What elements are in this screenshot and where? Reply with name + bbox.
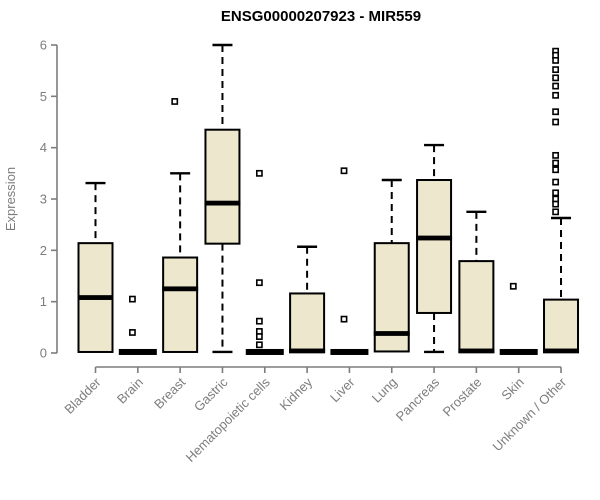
box-group-hematopoietic-cells bbox=[245, 169, 284, 355]
x-axis-label-breast: Breast bbox=[151, 374, 188, 411]
iqr-box bbox=[162, 256, 199, 353]
box-group-gastric bbox=[204, 43, 241, 354]
x-axis-label-prostate: Prostate bbox=[440, 375, 485, 420]
outlier-point bbox=[552, 178, 560, 186]
median-line bbox=[416, 235, 453, 241]
iqr-box bbox=[543, 298, 580, 353]
outlier-point bbox=[509, 282, 517, 290]
iqr-box bbox=[204, 128, 241, 245]
outlier-point bbox=[129, 329, 136, 336]
outlier-point bbox=[171, 98, 179, 105]
box-group-brain bbox=[118, 295, 157, 355]
outlier-point bbox=[340, 315, 348, 323]
x-axis-label-kidney: Kidney bbox=[277, 374, 316, 413]
box-group-unknown-other bbox=[543, 47, 580, 354]
iqr-box bbox=[289, 292, 326, 353]
x-axis-label-unknown-other: Unknown / Other bbox=[490, 374, 570, 454]
median-line bbox=[289, 348, 326, 354]
median-line bbox=[245, 348, 284, 355]
outlier-point bbox=[552, 82, 560, 90]
box-group-lung bbox=[373, 178, 410, 353]
outlier-point bbox=[552, 189, 560, 197]
median-line bbox=[330, 348, 369, 355]
outlier-point bbox=[552, 159, 560, 167]
box-group-breast bbox=[162, 98, 199, 353]
y-tick-label: 0 bbox=[40, 346, 47, 361]
box-group-pancreas bbox=[416, 143, 453, 354]
x-axis-label-bladder: Bladder bbox=[61, 374, 104, 417]
outlier-point bbox=[129, 295, 136, 303]
median-line bbox=[543, 348, 580, 354]
outlier-point bbox=[552, 208, 560, 216]
y-tick-label: 1 bbox=[40, 294, 47, 309]
outlier-point bbox=[255, 341, 263, 349]
chart-title: ENSG00000207923 - MIR559 bbox=[221, 8, 421, 25]
median-line bbox=[77, 295, 114, 300]
y-axis-title: Expression bbox=[3, 167, 18, 231]
median-line bbox=[204, 200, 241, 206]
y-tick-label: 3 bbox=[40, 192, 47, 207]
outlier-point bbox=[552, 118, 560, 126]
box-group-prostate bbox=[458, 210, 495, 354]
x-axis-label-skin: Skin bbox=[498, 375, 526, 403]
x-axis-label-brain: Brain bbox=[114, 375, 146, 407]
outlier-point bbox=[552, 151, 560, 159]
outlier-point bbox=[552, 91, 560, 99]
boxes bbox=[77, 43, 580, 355]
outlier-point bbox=[340, 167, 348, 175]
outlier-point bbox=[552, 200, 560, 208]
x-axis-label-liver: Liver bbox=[327, 374, 358, 405]
outlier-point bbox=[255, 169, 263, 177]
iqr-box bbox=[458, 260, 495, 353]
median-line bbox=[499, 348, 538, 355]
x-axis-label-gastric: Gastric bbox=[191, 374, 231, 414]
x-axis-label-lung: Lung bbox=[369, 375, 400, 406]
y-tick-label: 4 bbox=[40, 140, 47, 155]
median-line bbox=[118, 348, 157, 355]
outlier-point bbox=[552, 66, 560, 74]
outlier-point bbox=[255, 333, 263, 340]
box-group-bladder bbox=[77, 181, 114, 353]
y-tick-label: 5 bbox=[40, 89, 47, 104]
outlier-point bbox=[552, 74, 560, 82]
outlier-point bbox=[552, 108, 560, 116]
y-tick-label: 2 bbox=[40, 243, 47, 258]
y-tick-label: 6 bbox=[40, 38, 47, 53]
outlier-point bbox=[552, 57, 560, 64]
iqr-box bbox=[416, 179, 453, 314]
box-group-liver bbox=[330, 167, 369, 355]
x-axis-label-pancreas: Pancreas bbox=[393, 374, 443, 424]
box-group-kidney bbox=[289, 245, 326, 354]
median-line bbox=[162, 286, 199, 292]
median-line bbox=[373, 331, 410, 336]
median-line bbox=[458, 348, 495, 354]
box-group-skin bbox=[499, 282, 538, 355]
outlier-point bbox=[255, 279, 263, 287]
outlier-point bbox=[255, 317, 263, 325]
outlier-point bbox=[552, 166, 560, 174]
